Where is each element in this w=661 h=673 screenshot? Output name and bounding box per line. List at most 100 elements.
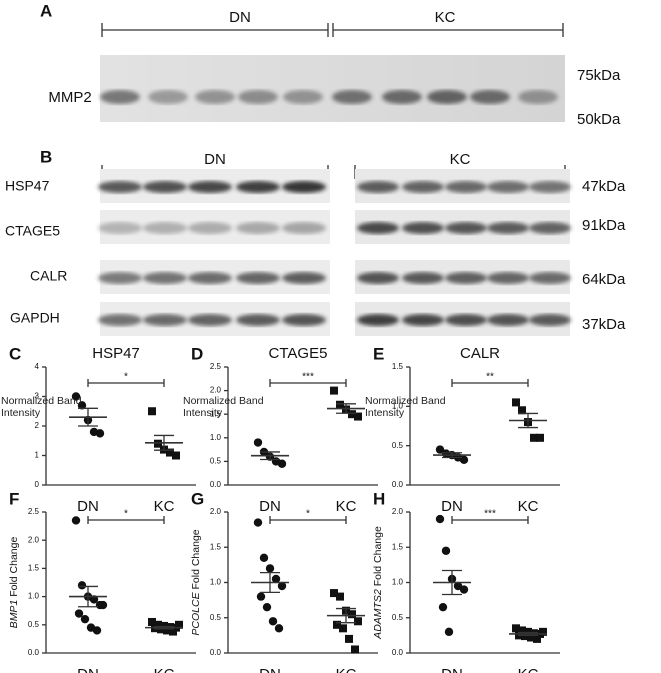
size-marker: 64kDa <box>582 271 626 288</box>
data-point <box>98 600 108 610</box>
y-tick-label: 0.0 <box>210 480 222 489</box>
x-tick-label: DN <box>259 498 281 515</box>
band <box>282 222 326 234</box>
band <box>148 90 188 104</box>
band <box>487 272 529 284</box>
data-point <box>518 626 526 635</box>
y-tick-label: 1 <box>35 451 40 460</box>
y-tick-label: 1.0 <box>210 578 222 587</box>
y-tick-label: 1.5 <box>28 564 40 573</box>
band <box>487 181 529 193</box>
group-label: DN <box>204 151 226 168</box>
panel-letter: H <box>373 489 385 508</box>
y-axis-label: Normalized Band Intensity <box>183 395 264 419</box>
gene-name: ADAMTS2 <box>372 589 384 640</box>
band <box>236 272 280 284</box>
data-point <box>148 407 156 416</box>
band <box>445 314 487 326</box>
data-point <box>354 412 362 421</box>
band <box>195 90 235 104</box>
band <box>529 272 571 284</box>
band <box>188 222 232 234</box>
data-point <box>444 627 454 637</box>
y-tick-label: 1.0 <box>392 401 404 410</box>
y-tick-label: 0.5 <box>210 457 222 466</box>
x-tick-label: KC <box>518 498 539 515</box>
blot-label: GAPDH <box>10 310 60 326</box>
band <box>487 222 529 234</box>
y-axis-label: BMP1 Fold Change <box>8 537 20 629</box>
band <box>98 222 142 234</box>
y-tick-label: 0.5 <box>392 613 404 622</box>
data-point <box>253 438 263 447</box>
gene-name: PCOLCE <box>190 591 202 635</box>
y-axis-label-text: Fold Change <box>190 529 202 589</box>
band <box>332 90 372 104</box>
band <box>98 272 142 284</box>
data-point <box>459 585 469 594</box>
y-tick-label: 1.0 <box>28 592 40 601</box>
data-point <box>512 624 520 633</box>
data-point <box>536 433 544 442</box>
panel-letter: G <box>191 489 204 508</box>
band <box>382 90 422 104</box>
x-tick-label: DN <box>441 498 463 515</box>
band <box>283 90 323 104</box>
band <box>143 314 187 326</box>
x-tick-label: KC <box>154 498 175 515</box>
data-point <box>336 592 344 601</box>
size-marker: 75kDa <box>577 67 621 84</box>
data-point <box>345 634 353 643</box>
data-point <box>330 386 338 395</box>
data-point <box>441 546 451 555</box>
size-marker: 47kDa <box>582 178 626 195</box>
blot-label: CTAGE5 <box>5 223 60 239</box>
size-marker: 50kDa <box>577 111 621 128</box>
band <box>357 314 399 326</box>
data-point <box>435 445 445 454</box>
data-point <box>163 626 171 635</box>
data-point <box>268 617 278 626</box>
x-tick-label: KC <box>336 666 357 673</box>
band <box>238 90 278 104</box>
chart-title: CALR <box>460 345 500 362</box>
data-point <box>71 516 81 525</box>
y-tick-label: 1.5 <box>392 542 404 551</box>
x-tick-label: DN <box>77 498 99 515</box>
y-tick-label: 2.5 <box>210 362 222 371</box>
significance: * <box>124 372 128 383</box>
panel-letter: E <box>373 344 384 363</box>
band <box>236 314 280 326</box>
y-tick-label: 0.0 <box>392 648 404 657</box>
panel-letter: D <box>191 344 203 363</box>
x-tick-label: KC <box>154 666 175 673</box>
group-label: DN <box>229 9 251 26</box>
band <box>518 90 558 104</box>
y-tick-label: 2.0 <box>210 386 222 395</box>
band <box>282 181 326 193</box>
y-tick-label: 0.5 <box>210 613 222 622</box>
data-point <box>77 401 87 410</box>
data-point <box>339 624 347 633</box>
band <box>357 222 399 234</box>
data-point <box>351 645 359 654</box>
significance: * <box>306 509 310 520</box>
y-tick-label: 2.0 <box>28 535 40 544</box>
data-point <box>438 602 448 612</box>
band <box>487 314 529 326</box>
data-point <box>539 627 547 636</box>
panel-letter: A <box>40 1 52 20</box>
data-point <box>521 632 529 641</box>
y-axis-label-text: Fold Change <box>372 526 384 586</box>
y-tick-label: 1.0 <box>210 433 222 442</box>
data-point <box>262 602 272 612</box>
significance: *** <box>302 372 314 383</box>
band <box>470 90 510 104</box>
data-point <box>169 627 177 636</box>
data-point <box>512 398 520 407</box>
data-point <box>265 564 275 573</box>
data-point <box>348 610 356 619</box>
band <box>143 222 187 234</box>
y-tick-label: 1.5 <box>392 362 404 371</box>
